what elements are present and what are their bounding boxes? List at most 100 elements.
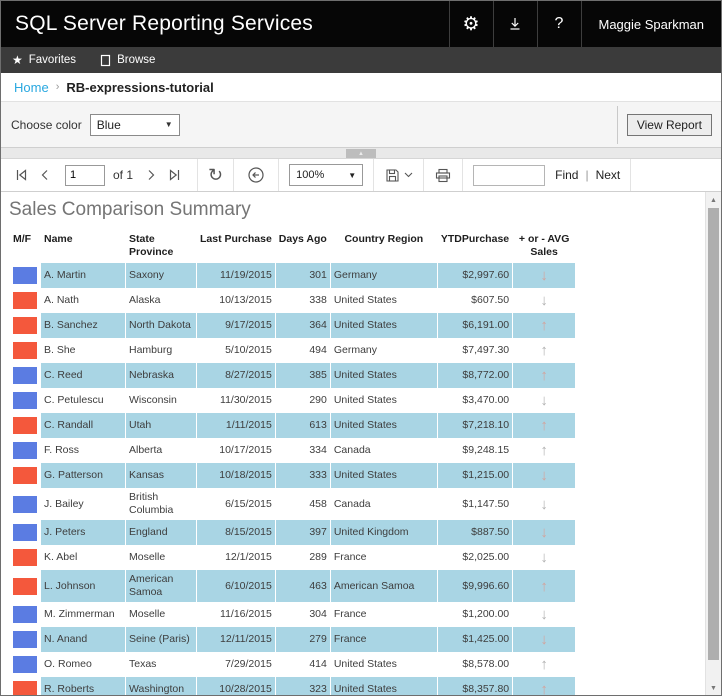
state-province-cell: Alberta [129,444,163,456]
next-page-button[interactable] [139,163,163,187]
state-province-cell: Seine (Paris) [126,627,196,652]
state-province-cell: Utah [126,413,196,438]
trend-arrow: ↑ [513,570,576,602]
vertical-scrollbar[interactable]: ▲ ▼ [705,192,721,695]
days-ago-cell: 338 [309,294,327,306]
tab-browse[interactable]: Browse [88,47,167,73]
last-purchase-cell: 6/15/2015 [225,497,272,510]
last-purchase-cell: 8/15/2015 [197,520,275,545]
trend-arrow: ↑ [540,342,548,359]
state-province-cell: Nebraska [126,363,196,388]
tab-favorites[interactable]: ★ Favorites [1,47,88,73]
column-header-mf: M/F [13,233,32,245]
choose-color-label: Choose color [11,117,82,132]
country-region-cell: United States [330,313,437,338]
find-text-input[interactable] [473,164,546,186]
last-purchase-cell: 10/18/2015 [197,463,275,488]
trend-arrow: ↓ [513,520,576,545]
state-province-cell: England [126,520,196,545]
gear-icon: ⚙ [462,13,480,35]
table-row: G. Patterson Kansas 10/18/2015 333 Unite… [10,463,576,488]
state-province-cell: Washington [126,677,196,695]
gender-cell [10,388,40,413]
days-ago-cell: 414 [309,658,327,670]
state-province-cell: Kansas [126,463,196,488]
choose-color-dropdown[interactable]: Blue ▼ [89,113,180,136]
gender-cell [10,520,40,545]
gender-indicator [13,342,37,359]
last-page-button[interactable] [163,163,187,187]
ytd-purchase-cell: $6,191.00 [437,313,513,338]
gender-cell [10,413,40,438]
page-number-input[interactable] [65,164,105,186]
gender-indicator [13,442,37,459]
table-body: A. Martin Saxony 11/19/2015 301 Germany … [10,263,576,695]
days-ago-cell: 279 [275,627,330,652]
name-cell: B. She [44,344,76,356]
export-button[interactable] [384,167,413,184]
last-purchase-cell: 6/10/2015 [197,570,275,602]
previous-page-button[interactable] [33,163,57,187]
last-purchase-cell: 11/30/2015 [220,394,272,406]
table-row: A. Martin Saxony 11/19/2015 301 Germany … [10,263,576,288]
table-row: J. Bailey British Columbia 6/15/2015 458… [10,488,575,520]
trend-arrow: ↓ [513,627,576,652]
name-cell: J. Peters [41,520,125,545]
first-page-button[interactable] [9,163,33,187]
country-region-cell: United States [333,658,397,670]
table-row: O. Romeo Texas 7/29/2015 414 United Stat… [10,652,575,677]
back-arrow-circle-icon [248,167,264,183]
table-row: B. She Hamburg 5/10/2015 494 Germany $7,… [10,338,575,363]
view-report-button[interactable]: View Report [626,113,712,136]
toolbar-separator [373,159,375,191]
help-button[interactable]: ? [536,1,581,47]
trend-arrow: ↑ [540,442,548,459]
gender-indicator [13,495,37,513]
collapse-parameters-handle[interactable]: ▲ [346,149,376,158]
settings-button[interactable]: ⚙ [448,1,493,47]
gender-indicator [13,417,37,434]
toolbar-separator [233,159,235,191]
chevron-left-icon [41,170,48,180]
ytd-purchase-cell: $1,147.50 [462,497,510,510]
trend-arrow: ↓ [540,606,548,623]
ytd-purchase-cell: $8,357.80 [437,677,513,695]
zoom-dropdown[interactable]: 100% ▼ [289,164,364,186]
last-purchase-cell: 11/16/2015 [220,608,272,620]
toolbar-separator [630,159,632,191]
name-cell: L. Johnson [41,570,125,602]
name-cell: A. Nath [44,294,80,306]
trend-arrow: ↓ [540,549,548,566]
toolbar-separator [423,159,425,191]
toolbar-separator [197,159,199,191]
download-button[interactable] [492,1,537,47]
state-province-cell: American Samoa [126,570,196,602]
print-button[interactable] [434,167,452,184]
gender-indicator [13,631,37,648]
table-row: L. Johnson American Samoa 6/10/2015 463 … [10,570,576,602]
find-next-button[interactable]: Next [595,168,621,182]
tab-browse-label: Browse [117,54,156,66]
table-row: A. Nath Alaska 10/13/2015 338 United Sta… [10,288,575,313]
state-province-cell: Saxony [126,263,196,288]
scroll-up-button[interactable]: ▲ [706,192,721,208]
name-cell: O. Romeo [44,658,92,670]
parameter-panel: Choose color Blue ▼ View Report [1,101,721,148]
ytd-purchase-cell: $607.50 [471,294,510,306]
breadcrumb-home-link[interactable]: Home [14,79,49,95]
name-cell: C. Randall [41,413,125,438]
column-header-days-ago: Days Ago [278,233,327,245]
last-purchase-cell: 12/1/2015 [225,551,272,563]
find-button[interactable]: Find [555,168,579,182]
user-menu[interactable]: Maggie Sparkman [580,1,722,47]
gender-cell [10,652,40,677]
back-to-parent-button[interactable] [244,163,268,187]
scroll-down-button[interactable]: ▼ [706,680,721,695]
refresh-button[interactable]: ↻ [208,166,223,184]
days-ago-cell: 613 [275,413,330,438]
last-purchase-cell: 1/11/2015 [197,413,275,438]
gender-cell [10,463,40,488]
scrollbar-thumb[interactable] [708,208,719,660]
gender-indicator [13,577,37,595]
